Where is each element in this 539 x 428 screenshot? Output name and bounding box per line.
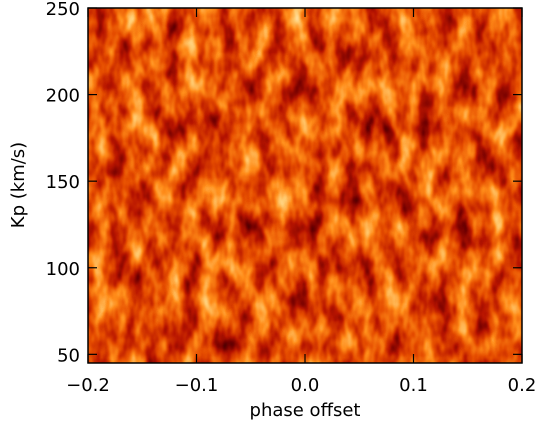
x-axis-label: phase offset xyxy=(250,400,361,421)
heatmap-image xyxy=(88,8,522,363)
x-tick-label: 0.0 xyxy=(291,375,320,396)
y-tick-label: 200 xyxy=(46,86,80,107)
y-axis-label: Kp (km/s) xyxy=(8,142,29,228)
y-tick-label: 250 xyxy=(46,0,80,20)
x-tick-label: 0.1 xyxy=(399,375,428,396)
x-tick-label: −0.2 xyxy=(66,375,110,396)
x-tick-label: 0.2 xyxy=(508,375,537,396)
y-tick-label: 150 xyxy=(46,172,80,193)
x-tick-label: −0.1 xyxy=(175,375,219,396)
y-tick-label: 100 xyxy=(46,259,80,280)
y-tick-label: 50 xyxy=(57,345,80,366)
